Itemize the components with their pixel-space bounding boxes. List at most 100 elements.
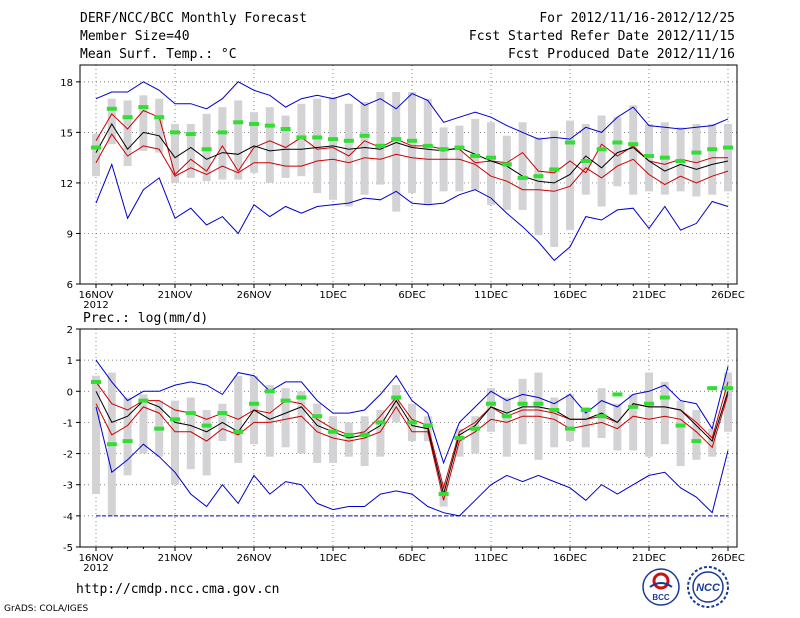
bcc-logo-icon: BCC — [642, 568, 680, 606]
observed-marker — [628, 142, 639, 147]
observed-marker — [628, 404, 639, 409]
x-tick-label: 11DEC — [474, 553, 508, 564]
ensemble-box — [423, 98, 432, 205]
ensemble-box — [139, 394, 148, 454]
observed-marker — [659, 395, 670, 400]
x-tick-label: 16DEC — [553, 290, 587, 301]
ensemble-box — [139, 95, 148, 151]
bcc-logo-text: BCC — [652, 593, 670, 602]
observed-marker — [201, 423, 212, 428]
x-tick-label: 1DEC — [319, 553, 346, 564]
max-line — [95, 359, 729, 465]
ensemble-box — [518, 122, 527, 210]
x-tick-label: 6DEC — [398, 553, 425, 564]
ensemble-box — [171, 123, 179, 183]
observed-marker — [343, 432, 354, 437]
ensemble-box — [487, 388, 495, 432]
precip-variable-label: Prec.: log(mm/d) — [83, 311, 208, 326]
observed-marker — [422, 423, 433, 428]
observed-marker — [580, 159, 591, 164]
observed-marker — [675, 159, 686, 164]
y-tick-label: 0 — [67, 387, 73, 398]
ensemble-box — [123, 397, 132, 476]
ensemble-box — [265, 385, 274, 457]
y-tick-label: 6 — [67, 280, 73, 291]
source-url[interactable]: http://cmdp.ncc.cma.gov.cn — [76, 582, 280, 597]
observed-marker — [723, 145, 733, 150]
chart-panel-1 — [76, 64, 738, 288]
observed-marker — [517, 401, 528, 406]
observed-marker — [486, 155, 496, 160]
ensemble-box — [550, 130, 559, 247]
ensemble-box — [724, 372, 732, 432]
forecast-start-date: Fcst Started Refer Date 2012/11/15 — [468, 29, 735, 44]
ncc-logo-text: NCC — [696, 582, 721, 594]
observed-marker — [280, 398, 291, 403]
observed-marker — [675, 423, 686, 428]
observed-marker — [549, 407, 560, 412]
observed-marker — [170, 130, 180, 135]
ncc-logo-icon: NCC — [687, 566, 729, 608]
ensemble-box — [676, 400, 685, 467]
ensemble-box — [329, 97, 337, 200]
observed-marker — [391, 395, 402, 400]
ensemble-box — [265, 107, 274, 183]
ensemble-box — [313, 403, 322, 463]
observed-marker — [359, 432, 370, 437]
ensemble-box — [202, 409, 211, 476]
ensemble-box — [645, 372, 653, 457]
ensemble-box — [518, 378, 527, 445]
observed-marker — [280, 127, 291, 132]
observed-marker — [533, 401, 544, 406]
ensemble-box — [107, 98, 116, 145]
x-tick-label: 26NOV — [237, 553, 272, 564]
observed-marker — [501, 414, 512, 419]
observed-marker — [138, 398, 149, 403]
y-tick-label: 2 — [67, 325, 73, 336]
observed-marker — [185, 411, 196, 416]
ensemble-box — [250, 112, 258, 173]
observed-marker — [343, 138, 354, 143]
ensemble-box — [234, 100, 243, 180]
x-tick-label: 21NOV — [158, 553, 193, 564]
plot-frame — [79, 328, 738, 548]
observed-marker — [438, 492, 449, 497]
x-tick-label: 16NOV — [79, 553, 114, 564]
observed-marker — [312, 414, 323, 419]
x-year-label: 2012 — [83, 300, 108, 311]
temperature-variable-label: Mean Surf. Temp.: °C — [80, 47, 237, 62]
ensemble-box — [344, 422, 353, 457]
observed-marker — [296, 135, 307, 140]
observed-marker — [233, 429, 244, 434]
ensemble-box — [708, 428, 717, 457]
mean-line — [95, 123, 729, 184]
observed-marker — [201, 147, 212, 152]
observed-marker — [438, 147, 449, 152]
x-tick-label: 21NOV — [158, 290, 193, 301]
x-tick-label: 16NOV — [79, 290, 114, 301]
observed-marker — [122, 115, 133, 120]
ensemble-box — [360, 416, 369, 467]
observed-marker — [691, 150, 702, 155]
observed-marker — [454, 436, 465, 440]
ensemble-box — [92, 375, 100, 495]
observed-marker — [106, 442, 117, 447]
ensemble-box — [597, 115, 606, 207]
x-tick-label: 6DEC — [398, 290, 425, 301]
ensemble-box — [581, 406, 590, 448]
observed-marker — [185, 132, 196, 137]
y-tick-label: 9 — [67, 229, 73, 240]
ensemble-box — [471, 416, 480, 454]
y-tick-label: -3 — [63, 481, 73, 492]
observed-marker — [644, 401, 654, 406]
ensemble-box — [376, 91, 385, 185]
figure-title: DERF/NCC/BCC Monthly Forecast — [80, 11, 307, 26]
ensemble-box — [344, 103, 353, 207]
observed-marker — [138, 105, 149, 110]
observed-marker — [580, 407, 591, 412]
observed-marker — [612, 140, 623, 145]
observed-marker — [486, 401, 496, 406]
observed-marker — [644, 153, 654, 158]
ensemble-box — [281, 388, 290, 448]
